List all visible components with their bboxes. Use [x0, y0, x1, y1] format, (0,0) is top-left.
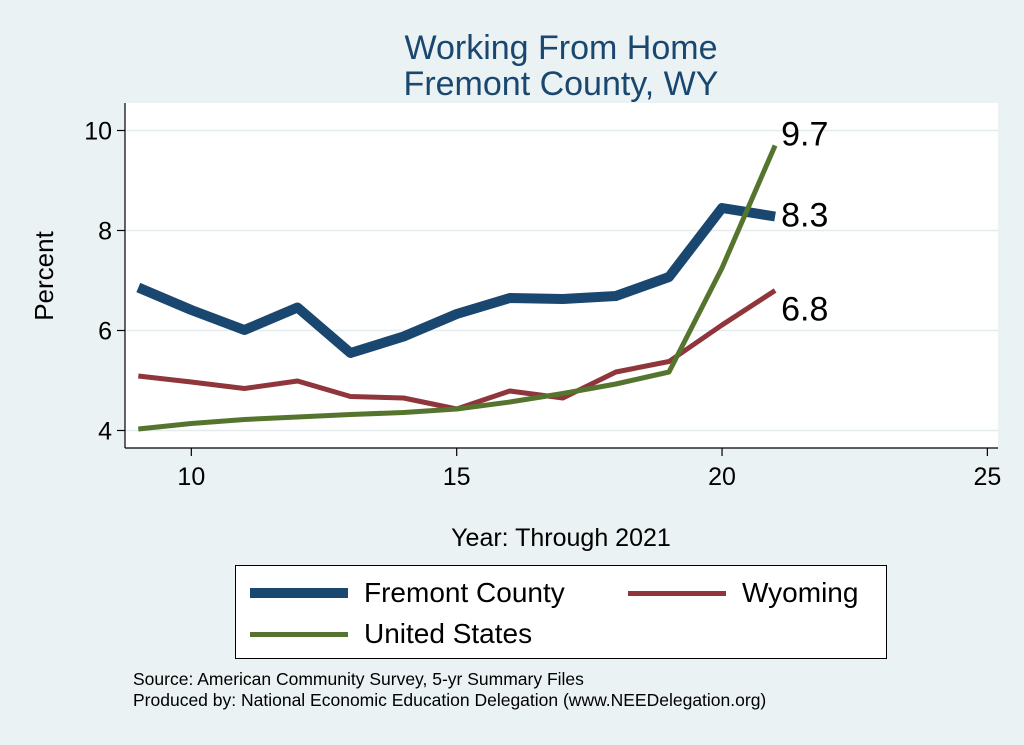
axes: [124, 103, 998, 449]
end-labels: 8.3 6.8 9.7: [781, 116, 828, 329]
source-line-1: Source: American Community Survey, 5-yr …: [133, 669, 584, 689]
y-tick-label: 4: [98, 418, 112, 446]
source-note: Source: American Community Survey, 5-yr …: [133, 669, 766, 711]
ticks: 4 6 8 10 10 15 20 25: [84, 118, 1001, 492]
legend: Fremont County Wyoming United States: [235, 565, 887, 659]
x-tick-label: 25: [973, 463, 1001, 491]
legend-item-fremont-county: Fremont County: [250, 573, 565, 613]
series-line-fremont-county: [136, 203, 776, 358]
end-label-wyoming: 6.8: [781, 291, 828, 329]
y-tick-label: 10: [84, 118, 112, 146]
source-line-2: Produced by: National Economic Education…: [133, 690, 767, 710]
series-line-united-states: [138, 144, 778, 432]
legend-label-fremont-county: Fremont County: [364, 577, 565, 608]
end-label-united-states: 9.7: [781, 116, 828, 154]
plot-area: [125, 103, 998, 448]
legend-item-united-states: United States: [250, 614, 532, 654]
x-tick-label: 10: [177, 463, 205, 491]
legend-swatch-united-states: [250, 631, 348, 637]
legend-label-united-states: United States: [364, 618, 533, 649]
legend-swatch-fremont-county: [250, 588, 348, 598]
x-tick-label: 15: [443, 463, 471, 491]
legend-label-wyoming: Wyoming: [742, 577, 859, 608]
series-lines: [136, 144, 778, 432]
legend-swatch-wyoming: [628, 590, 726, 596]
chart-title-line-1: Working From Home: [404, 29, 718, 67]
gridlines: [125, 129, 998, 432]
x-axis-label: Year: Through 2021: [451, 524, 671, 552]
end-label-fremont-county: 8.3: [781, 197, 828, 235]
plot-background: [125, 103, 998, 448]
chart-title-line-2: Fremont County, WY: [403, 65, 719, 103]
x-tick-label: 20: [708, 463, 736, 491]
y-axis-label: Percent: [29, 230, 59, 320]
y-tick-label: 6: [98, 318, 112, 346]
legend-item-wyoming: Wyoming: [628, 573, 858, 613]
y-tick-label: 8: [98, 218, 112, 246]
